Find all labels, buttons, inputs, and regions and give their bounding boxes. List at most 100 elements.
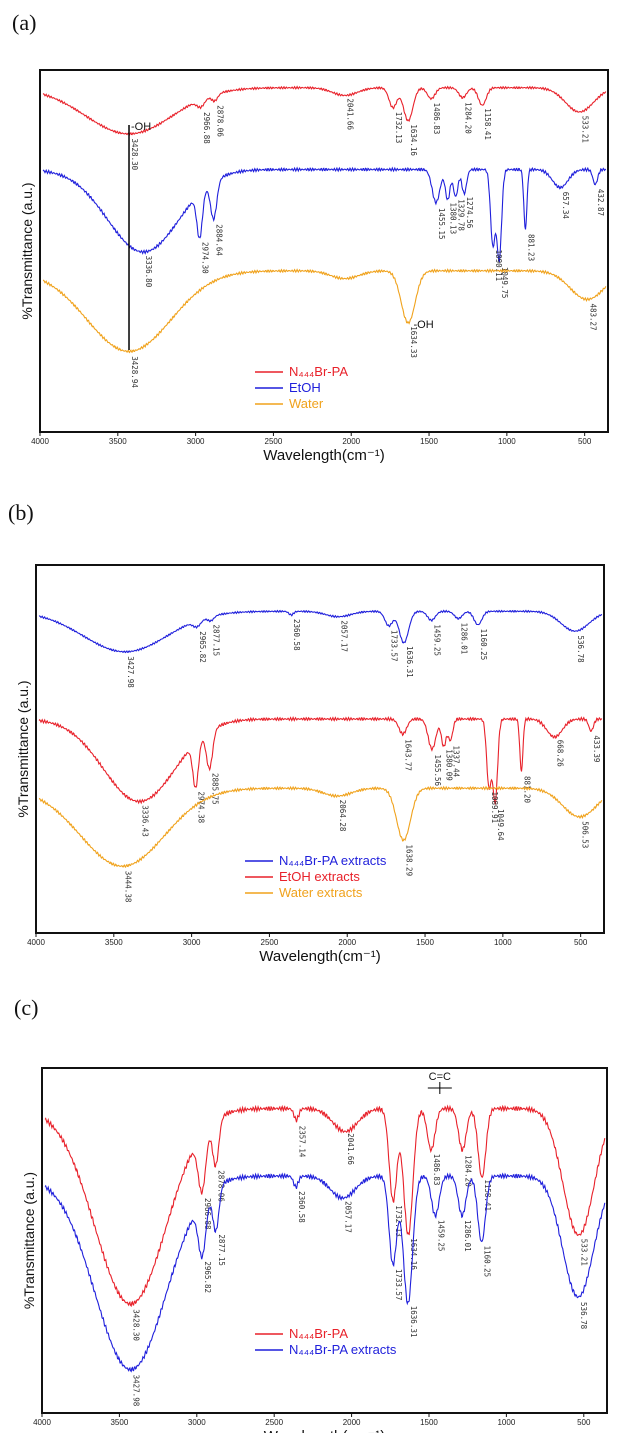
peak-label: 3428.30 — [131, 1309, 140, 1341]
peak-label: 1337.44 — [451, 745, 460, 777]
peak-label: 1643.77 — [404, 739, 413, 771]
x-tick-label: 3000 — [187, 437, 205, 446]
peak-label: 1732.13 — [394, 1205, 403, 1237]
series-line — [38, 609, 603, 654]
legend-label: EtOH extracts — [279, 869, 360, 884]
legend-label: EtOH — [289, 380, 321, 395]
series-line — [44, 1172, 606, 1373]
annotation-text: -OH — [413, 319, 433, 331]
peak-label: 1090.11 — [494, 250, 503, 282]
peak-label: 3428.94 — [130, 356, 139, 388]
peak-label: 1733.57 — [394, 1269, 403, 1301]
peak-label: 2974.38 — [197, 791, 206, 823]
x-tick-label: 2000 — [338, 938, 356, 947]
peak-label: 1380.09 — [445, 749, 454, 781]
series-line — [38, 715, 603, 806]
y-axis-label: %Transmittance (a.u.) — [21, 1172, 37, 1309]
peak-label: 1455.56 — [433, 754, 442, 786]
peak-label: 2057.17 — [339, 620, 348, 652]
peak-label: 2878.06 — [216, 105, 225, 137]
x-tick-label: 1000 — [498, 437, 516, 446]
peak-label: 3336.43 — [140, 805, 149, 837]
peak-label: 1160.25 — [483, 1246, 492, 1278]
peak-label: 2965.82 — [198, 631, 207, 663]
peak-label: 1286.01 — [463, 1220, 472, 1252]
panel-label: (a) — [12, 10, 36, 35]
peak-label: 1634.16 — [409, 1238, 418, 1270]
peak-label: 2965.82 — [203, 1261, 212, 1293]
x-axis-label: Wavelength(cm⁻¹) — [259, 948, 381, 965]
x-axis-label: Wavelength(cm⁻¹) — [264, 1428, 386, 1433]
plot-frame — [39, 69, 609, 433]
peak-label: 657.34 — [561, 192, 570, 220]
x-tick-label: 2500 — [261, 938, 279, 947]
x-tick-label: 4000 — [31, 437, 49, 446]
peak-label: 1459.25 — [436, 1220, 445, 1252]
peak-label: 3428.30 — [130, 139, 139, 171]
series-line — [42, 268, 607, 354]
peak-label: 1158.41 — [483, 108, 492, 140]
peak-label: 533.21 — [580, 116, 589, 143]
x-tick-label: 4000 — [33, 1418, 51, 1427]
peak-label: 2877.15 — [217, 1234, 226, 1266]
x-tick-label: 2000 — [342, 437, 360, 446]
peak-label: 1160.25 — [479, 629, 488, 661]
peak-label: 3427.98 — [126, 656, 135, 688]
peak-label: 3427.98 — [132, 1375, 141, 1407]
peak-label: 1274.56 — [465, 197, 474, 229]
panel-b: (b) 4000 3500 3000 2500 2000 1500 1000 500 Wavele… — [8, 500, 605, 965]
peak-label: 3444.38 — [123, 871, 132, 903]
peak-label: 2360.58 — [297, 1191, 306, 1223]
peak-label: 2974.30 — [201, 242, 210, 274]
x-tick-label: 1500 — [416, 938, 434, 947]
peak-label: 1455.15 — [437, 208, 446, 240]
x-tick-label: 500 — [577, 1418, 591, 1427]
legend-label: N₄₄₄Br-PA — [289, 1326, 348, 1341]
plot-frame — [41, 1067, 608, 1414]
peak-label: 432.87 — [596, 189, 605, 216]
x-tick-label: 4000 — [27, 938, 45, 947]
peak-label: 2885.75 — [210, 773, 219, 805]
series-line — [44, 1104, 606, 1308]
panel-c: (c) 4000 3500 3000 2500 2000 1500 1000 500 Wavele… — [14, 995, 608, 1433]
peak-label: 2064.28 — [338, 800, 347, 832]
peak-label: 1459.25 — [432, 624, 441, 656]
peak-label: 1286.01 — [459, 623, 468, 655]
legend-label: Water extracts — [279, 885, 363, 900]
legend-label: N₄₄₄Br-PA extracts — [279, 853, 387, 868]
peak-label: 533.21 — [580, 1239, 589, 1266]
peak-label: 1380.13 — [449, 202, 458, 234]
x-tick-label: 1500 — [420, 437, 438, 446]
peak-label: 1733.57 — [390, 630, 399, 662]
x-tick-label: 3500 — [109, 437, 127, 446]
x-tick-label: 1500 — [420, 1418, 438, 1427]
peak-label: 2041.66 — [346, 1133, 355, 1165]
peak-label: 1284.20 — [463, 1155, 472, 1187]
peak-label: 2041.66 — [346, 98, 355, 130]
peak-label: 1634.33 — [409, 326, 418, 358]
x-tick-label: 500 — [578, 437, 592, 446]
peak-label: 1634.16 — [409, 124, 418, 156]
peak-label: 433.39 — [592, 735, 601, 762]
x-tick-label: 2500 — [265, 1418, 283, 1427]
x-tick-label: 3000 — [183, 938, 201, 947]
peak-label: 2966.88 — [202, 112, 211, 144]
peak-label: 1732.13 — [394, 112, 403, 144]
peak-label: 3336.80 — [144, 256, 153, 288]
x-tick-label: 3500 — [110, 1418, 128, 1427]
x-tick-label: 1000 — [494, 938, 512, 947]
legend-label: N₄₄₄Br-PA extracts — [289, 1342, 397, 1357]
peak-label: 1636.31 — [409, 1306, 418, 1338]
legend-label: N₄₄₄Br-PA — [289, 364, 348, 379]
peak-label: 1049.64 — [496, 809, 505, 841]
series-line — [42, 166, 607, 264]
peak-label: 1089.91 — [490, 792, 499, 824]
peak-label: 1638.29 — [405, 844, 414, 876]
x-tick-label: 3000 — [188, 1418, 206, 1427]
annotation-text: C=C — [429, 1071, 451, 1083]
y-axis-label: %Transmittance (a.u.) — [15, 680, 31, 817]
peak-label: 1049.75 — [500, 267, 509, 299]
x-tick-label: 1000 — [497, 1418, 515, 1427]
peak-label: 2360.58 — [292, 619, 301, 651]
x-tick-label: 3500 — [105, 938, 123, 947]
